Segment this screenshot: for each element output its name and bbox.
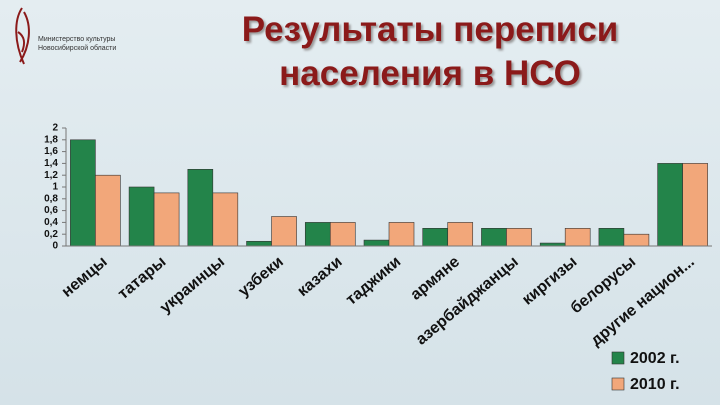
x-tick-label: татары — [115, 253, 170, 303]
y-tick-label: 1,8 — [44, 134, 58, 145]
y-tick-label: 1,2 — [44, 170, 58, 181]
bar — [271, 216, 297, 247]
bar — [447, 222, 474, 247]
x-tick-label: узбеки — [235, 253, 286, 300]
y-tick-label: 1,6 — [44, 146, 58, 157]
y-tick-label: 0 — [52, 241, 58, 252]
y-tick-label: 0,6 — [44, 205, 58, 216]
y-tick-label: 0,8 — [44, 193, 58, 204]
logo-text: Новосибирской области — [38, 45, 117, 52]
x-tick-label: армяне — [407, 253, 463, 304]
x-tick-label: другие национ... — [588, 253, 698, 349]
bar — [422, 228, 449, 247]
bar — [657, 163, 683, 247]
y-tick-label: 0,4 — [44, 217, 58, 228]
x-tick-label: азербайджанцы — [413, 253, 522, 348]
bar — [564, 228, 591, 247]
bar — [623, 233, 650, 247]
bar — [329, 222, 356, 247]
bar — [187, 169, 214, 247]
bar — [212, 192, 239, 247]
legend-swatch — [611, 377, 625, 391]
x-tick-label: немцы — [59, 253, 111, 301]
bar — [95, 174, 121, 247]
bar — [70, 139, 96, 247]
bar — [388, 222, 415, 247]
legend-swatch — [611, 351, 625, 365]
x-tick-label: украинцы — [157, 253, 228, 317]
bar — [682, 163, 708, 247]
x-tick-label: таджики — [343, 253, 404, 308]
bar — [363, 239, 390, 247]
x-tick-label: казахи — [294, 253, 345, 300]
bar — [304, 222, 331, 247]
bar — [481, 228, 507, 247]
legend-label: 2010 г. — [630, 376, 680, 393]
logo-text: Министерство культуры — [38, 36, 116, 43]
bar — [153, 192, 180, 247]
y-tick-label: 2 — [52, 123, 58, 134]
logo-icon — [15, 7, 30, 65]
bar — [598, 228, 625, 247]
bar — [246, 240, 272, 247]
bar — [506, 228, 532, 247]
bar — [128, 186, 155, 247]
chart-title: Результаты переписи населения в НСО — [241, 10, 619, 93]
legend-label: 2002 г. — [630, 350, 680, 367]
y-tick-label: 1 — [52, 182, 58, 193]
y-tick-label: 0,2 — [44, 229, 58, 240]
y-tick-label: 1,4 — [44, 158, 58, 169]
